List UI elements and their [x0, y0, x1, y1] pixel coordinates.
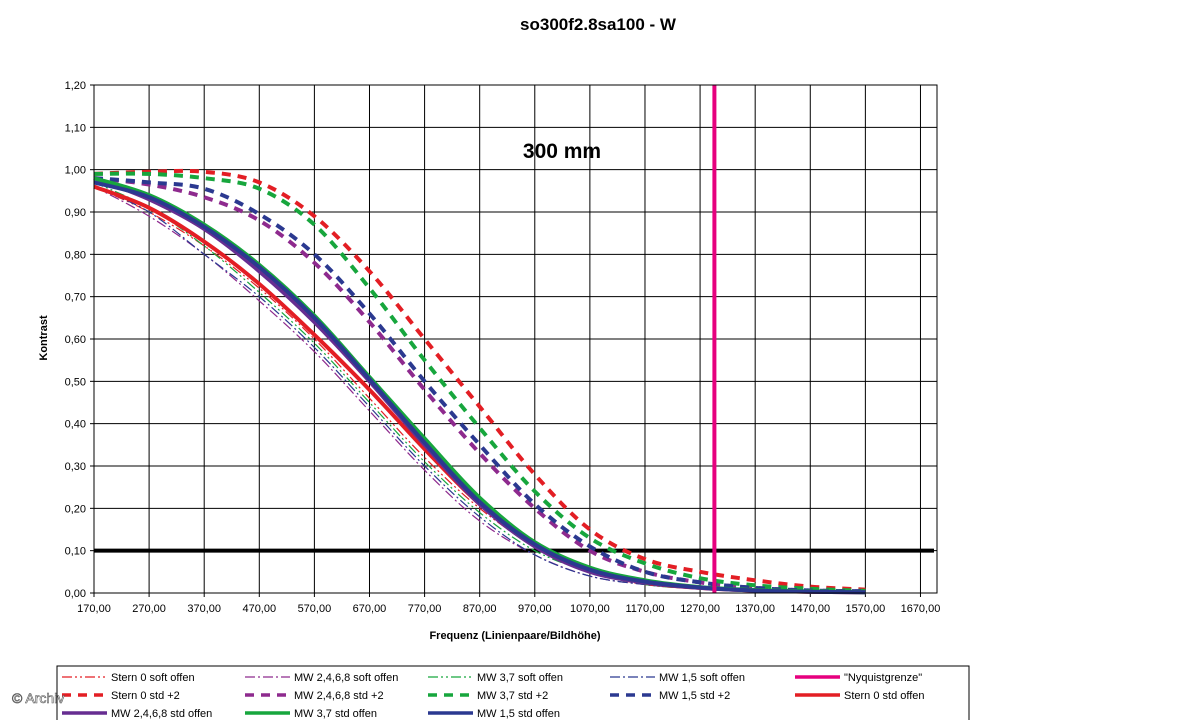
y-tick-label: 0,60	[65, 334, 86, 346]
chart-title: so300f2.8sa100 - W	[520, 15, 677, 34]
legend-label: MW 3,7 soft offen	[477, 672, 563, 684]
series-line	[93, 171, 866, 593]
x-tick-label: 1370,00	[735, 603, 775, 615]
legend-label: "Nyquistgrenze"	[844, 672, 922, 684]
y-tick-label: 0,80	[65, 249, 86, 261]
x-axis-label: Frequenz (Linienpaare/Bildhöhe)	[429, 630, 600, 642]
x-tick-label: 1170,00	[626, 603, 665, 615]
legend-label: MW 2,4,6,8 std +2	[294, 690, 384, 702]
series-line	[93, 168, 866, 592]
x-tick-label: 770,00	[408, 603, 442, 615]
x-tick-label: 670,00	[353, 603, 387, 615]
legend-label: Stern 0 std offen	[844, 690, 925, 702]
x-tick-label: 1270,00	[680, 603, 720, 615]
y-tick-label: 1,10	[65, 122, 86, 134]
series-line	[93, 180, 866, 595]
legend-label: MW 1,5 soft offen	[659, 672, 745, 684]
legend-label: MW 3,7 std +2	[477, 690, 548, 702]
x-tick-label: 1570,00	[845, 603, 885, 615]
series-line	[93, 181, 866, 593]
y-tick-label: 0,20	[65, 503, 86, 515]
legend: Stern 0 soft offen MW 2,4,6,8 soft offen M…	[56, 665, 970, 720]
x-tick-label: 970,00	[518, 603, 552, 615]
y-axis-label: Kontrast	[38, 315, 50, 361]
chart-annotation: 300 mm	[523, 140, 601, 163]
x-tick-labels: 170,00 270,00 370,00 470,00 570,00 670,00 770,…	[77, 603, 940, 615]
y-tick-label: 0,30	[65, 461, 86, 473]
x-tick-label: 1070,00	[570, 603, 610, 615]
y-tick-label: 1,00	[65, 165, 86, 177]
y-tick-label: 0,90	[65, 207, 86, 219]
x-tick-label: 270,00	[132, 603, 166, 615]
watermark: © Archiv	[12, 690, 64, 706]
x-tick-label: 470,00	[242, 603, 276, 615]
y-tick-label: 0,70	[65, 292, 86, 304]
legend-label: Stern 0 std +2	[111, 690, 180, 702]
x-tick-label: 1670,00	[901, 603, 941, 615]
y-tick-label: 1,20	[65, 80, 86, 92]
x-tick-label: 870,00	[463, 603, 497, 615]
y-tick-label: 0,00	[65, 588, 86, 600]
legend-label: MW 1,5 std +2	[659, 690, 730, 702]
x-tick-label: 570,00	[298, 603, 332, 615]
series-line	[93, 176, 866, 594]
legend-label: MW 2,4,6,8 std offen	[111, 708, 212, 720]
y-tick-label: 0,40	[65, 419, 86, 431]
x-tick-label: 1470,00	[790, 603, 830, 615]
x-tick-label: 370,00	[187, 603, 221, 615]
legend-frame	[56, 665, 970, 720]
y-tick-labels: 0,00 0,10 0,20 0,30 0,40 0,50 0,60 0,70 0,80 0,90…	[65, 80, 86, 600]
x-tick-label: 170,00	[77, 603, 111, 615]
y-tick-label: 0,10	[65, 546, 86, 558]
y-tick-label: 0,50	[65, 376, 86, 388]
legend-label: MW 3,7 std offen	[294, 708, 377, 720]
series-layer	[93, 85, 866, 595]
plot-frame	[93, 84, 938, 594]
legend-label: Stern 0 soft offen	[111, 672, 195, 684]
legend-label: MW 2,4,6,8 soft offen	[294, 672, 398, 684]
legend-label: MW 1,5 std offen	[477, 708, 560, 720]
